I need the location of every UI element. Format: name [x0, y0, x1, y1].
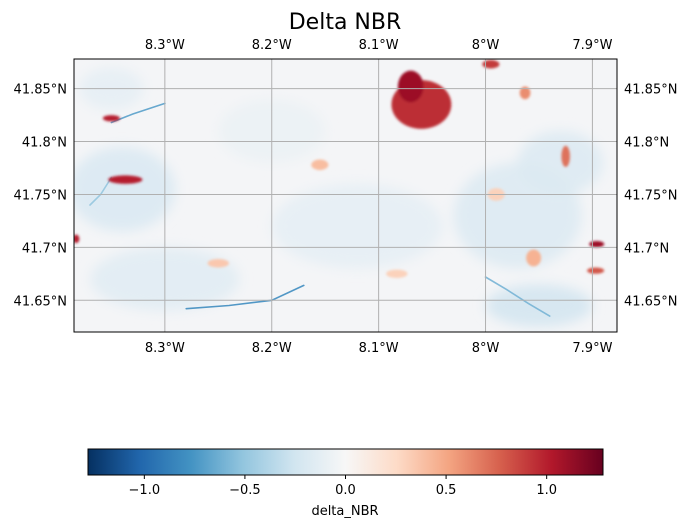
- burn-scars: [74, 60, 605, 279]
- latitude-label: 41.65°N: [624, 294, 677, 309]
- latitude-label: 41.75°N: [14, 188, 67, 203]
- longitude-label: 8.2°W: [252, 38, 292, 53]
- longitude-label: 8°W: [472, 341, 500, 356]
- colorbar-label: delta_NBR: [311, 504, 378, 519]
- latitude-label: 41.75°N: [624, 188, 677, 203]
- colorbar-tick-label: 0.5: [436, 483, 457, 498]
- burn-scar: [397, 70, 424, 103]
- longitude-label: 7.9°W: [572, 341, 612, 356]
- latitude-label: 41.85°N: [14, 83, 67, 98]
- burn-scar: [526, 249, 542, 267]
- map-panel: 8.3°W 8.2°W 8.1°W 8°W 7.9°W 8.3°W 8.2°W 8.1°W 8…: [14, 38, 678, 356]
- colorbar-gradient: [87, 448, 604, 476]
- latitude-label: 41.8°N: [624, 136, 669, 151]
- longitude-label: 7.9°W: [572, 38, 612, 53]
- longitude-label: 8.1°W: [359, 341, 399, 356]
- burn-scar: [311, 159, 329, 171]
- latitude-labels-left: 41.85°N 41.8°N 41.75°N 41.7°N 41.65°N: [14, 83, 67, 310]
- colorbar-tick-label: 1.0: [536, 483, 557, 498]
- latitude-label: 41.8°N: [22, 136, 67, 151]
- burn-scar: [587, 267, 605, 274]
- longitude-label: 8.1°W: [359, 38, 399, 53]
- longitude-labels-bottom: 8.3°W 8.2°W 8.1°W 8°W 7.9°W: [145, 341, 613, 356]
- delta-nbr-raster: [74, 60, 605, 327]
- colorbar-tick-label: −1.0: [129, 483, 161, 498]
- burn-scar: [386, 269, 408, 279]
- regrowth-patch: [74, 146, 176, 232]
- burn-scar: [108, 175, 143, 184]
- longitude-label: 8.3°W: [145, 341, 185, 356]
- burn-scar: [74, 234, 80, 244]
- regrowth-patch: [485, 284, 593, 327]
- colorbar-tick-label: 0.0: [335, 483, 356, 498]
- latitude-label: 41.7°N: [624, 241, 669, 256]
- longitude-label: 8°W: [472, 38, 500, 53]
- map-frame: [73, 58, 618, 333]
- latitude-label: 41.65°N: [14, 294, 67, 309]
- longitude-label: 8.2°W: [252, 341, 292, 356]
- graticule: [74, 59, 617, 332]
- latitude-labels-right: 41.85°N 41.8°N 41.75°N 41.7°N 41.65°N: [624, 83, 677, 310]
- colorbar-ticks: −1.0 −0.5 0.0 0.5 1.0: [129, 475, 557, 498]
- latitude-label: 41.85°N: [624, 83, 677, 98]
- burn-scar: [519, 86, 531, 100]
- stream-channel: [484, 276, 551, 317]
- regrowth-patch: [517, 130, 604, 195]
- regrowth-patch: [271, 183, 443, 269]
- latitude-label: 41.7°N: [22, 241, 67, 256]
- stream-channel: [185, 284, 305, 310]
- burn-scar: [102, 115, 120, 122]
- burn-scar: [207, 258, 229, 268]
- burn-scar: [589, 241, 605, 248]
- longitude-label: 8.3°W: [145, 38, 185, 53]
- longitude-labels-top: 8.3°W 8.2°W 8.1°W 8°W 7.9°W: [145, 38, 613, 53]
- colorbar: −1.0 −0.5 0.0 0.5 1.0 delta_NBR: [87, 448, 604, 519]
- colorbar-tick-label: −0.5: [229, 483, 261, 498]
- burn-scar: [561, 145, 570, 167]
- burn-scar: [482, 60, 500, 69]
- map-title: Delta NBR: [289, 10, 402, 35]
